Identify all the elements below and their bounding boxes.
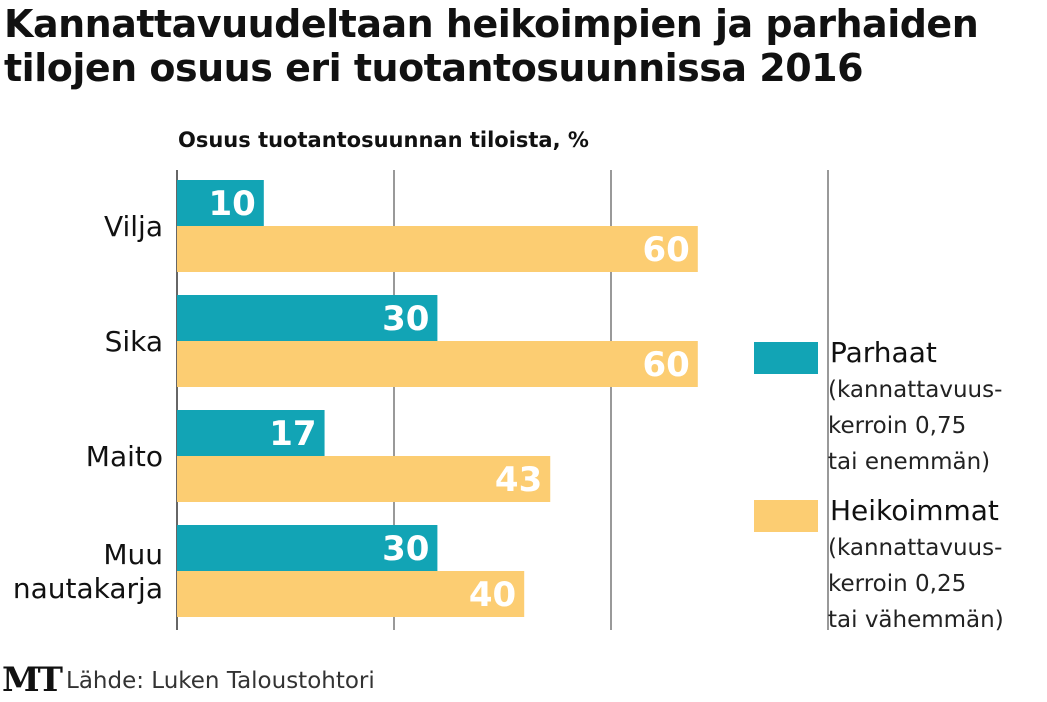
legend-note-parhaat: (kannattavuus-kerroin 0,75 tai enemmän) [828,377,1003,475]
legend-swatch-parhaat [754,342,818,374]
category-label: nautakarja [13,572,163,605]
category-label: Sika [105,325,163,358]
legend-swatch-heikoimmat [754,500,818,532]
value-label: 10 [208,184,255,224]
value-label: 43 [495,460,542,500]
value-label: 40 [469,575,516,615]
bar-heikoimmat-1 [177,341,698,387]
axis-subtitle: Osuus tuotantosuunnan tiloista, % [178,128,589,152]
legend-note-heikoimmat: (kannattavuus-kerroin 0,25 tai vähemmän) [828,535,1004,633]
category-label: Vilja [104,210,163,243]
value-label: 17 [269,414,316,454]
bar-parhaat-3 [177,525,438,571]
category-label: Maito [86,440,163,473]
bar-parhaat-2 [177,410,325,456]
bar-heikoimmat-0 [177,226,698,272]
category-label: Muu [103,538,163,571]
mt-logo: MT [2,660,63,700]
bar-parhaat-1 [177,295,438,341]
legend-label-parhaat: Parhaat [830,336,937,369]
value-label: 60 [642,230,689,270]
legend-label-heikoimmat: Heikoimmat [830,494,999,527]
source-text: Lähde: Luken Taloustohtori [66,668,375,694]
title-line-1: Kannattavuudeltaan heikoimpien ja parhai… [4,2,979,46]
title-line-2: tilojen osuus eri tuotantosuunnissa 2016 [4,46,864,90]
bar-parhaat-0 [177,180,264,226]
value-label: 60 [642,345,689,385]
value-label: 30 [382,529,429,569]
bar-heikoimmat-3 [177,571,525,617]
chart-title: Kannattavuudeltaan heikoimpien ja parhai… [4,2,979,90]
bar-heikoimmat-2 [177,456,551,502]
value-label: 30 [382,299,429,339]
